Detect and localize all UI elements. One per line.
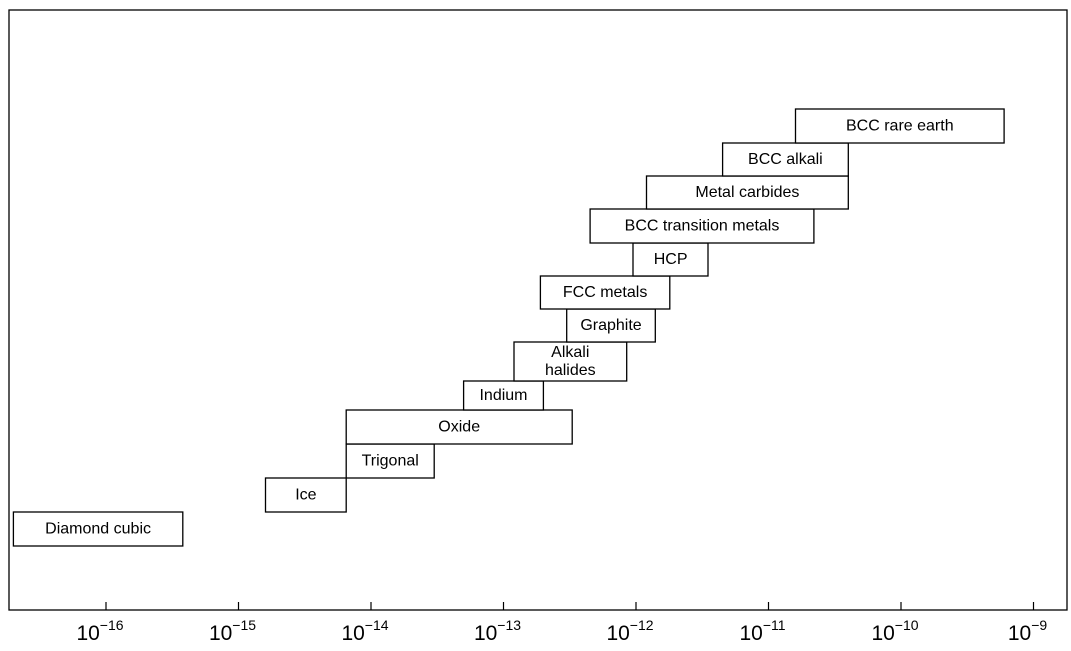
x-tick-label: 10−10	[871, 617, 918, 645]
range-bar: HCP	[632, 242, 709, 277]
range-bar: Ice	[264, 477, 347, 513]
range-bar: Oxide	[345, 409, 573, 445]
x-tick-label: 10−11	[739, 617, 785, 645]
range-bar: Diamond cubic	[12, 511, 184, 547]
range-bar-rect	[589, 208, 815, 244]
range-bar-label: BCC alkali	[748, 151, 823, 168]
range-bar-label: BCC transition metals	[625, 218, 780, 235]
x-tick-label: 10−15	[209, 617, 256, 645]
x-axis: 10−16 10−15 10−14 10−13 10−12 10−11 10−10 10−9	[76, 602, 1047, 645]
x-tick-label: 10−12	[606, 617, 653, 645]
range-bar-label: BCC rare earth	[846, 118, 954, 135]
range-bar-label: Ice	[295, 487, 316, 504]
range-bar-label: HCP	[654, 251, 688, 268]
x-tick-label: 10−16	[76, 617, 123, 645]
range-bar-label: Diamond cubic	[45, 521, 151, 538]
range-bar-label: FCC metals	[563, 284, 647, 301]
range-bar-rect	[539, 275, 671, 310]
range-bar: BCC rare earth	[794, 108, 1005, 144]
range-bar: BCC transition metals	[589, 208, 815, 244]
x-tick-label: 10−14	[341, 617, 388, 645]
plot-frame	[8, 9, 1068, 611]
range-bar-rect	[264, 477, 347, 513]
range-bar-label: Metal carbides	[695, 184, 799, 201]
range-bar-rect	[566, 308, 656, 343]
range-bar: Graphite	[566, 308, 656, 343]
range-bar: Trigonal	[345, 443, 435, 479]
range-bar: FCC metals	[539, 275, 671, 310]
range-bar-label: halides	[545, 362, 596, 379]
x-tick-label: 10−9	[1008, 617, 1048, 645]
range-bar-rect	[721, 142, 849, 177]
range-bar-rect	[12, 511, 184, 547]
range-bar: Metal carbides	[645, 175, 849, 210]
range-bar-label: Oxide	[438, 419, 480, 436]
range-bar: BCC alkali	[721, 142, 849, 177]
range-bar-rect	[632, 242, 709, 277]
range-bar-label: Graphite	[580, 317, 641, 334]
range-bar-rect	[462, 380, 545, 411]
range-bar-rect	[794, 108, 1005, 144]
range-bar: Indium	[462, 380, 545, 411]
x-tick-label: 10−13	[474, 617, 521, 645]
range-bar-rect	[345, 409, 573, 445]
range-bar-rect	[645, 175, 849, 210]
range-bar-rect	[513, 341, 628, 382]
range-bar-label: Indium	[479, 387, 527, 404]
range-bar-label: Trigonal	[362, 453, 419, 470]
range-bars: Diamond cubic Ice Trigonal Oxide Indium Alkal…	[12, 108, 1005, 547]
range-bar-label: Alkali	[551, 344, 589, 361]
